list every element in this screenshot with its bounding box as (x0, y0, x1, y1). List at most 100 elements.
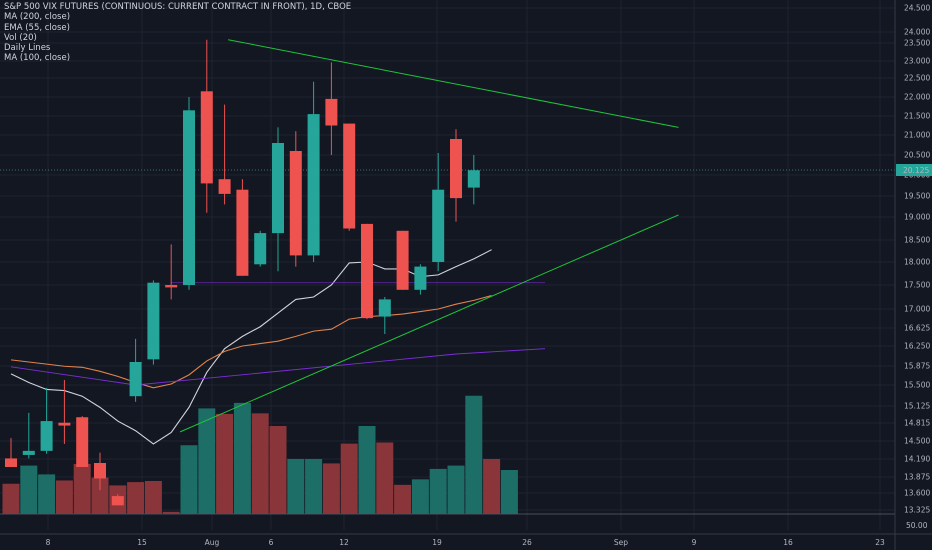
candle-body (94, 463, 106, 479)
price-tick-label: 16.625 (904, 324, 930, 333)
price-tick-label: 23.000 (904, 57, 930, 66)
volume-bar (216, 413, 234, 514)
candle-body (76, 417, 89, 467)
candle-body (414, 266, 427, 290)
volume-bar (127, 482, 145, 514)
price-tick-label: 16.250 (904, 342, 930, 351)
candle-body (450, 139, 462, 199)
candle-body (361, 223, 373, 319)
candle-body (325, 98, 338, 126)
price-tick-label: 13.875 (904, 473, 930, 482)
ema-55-line (10, 295, 492, 389)
price-tick-label: 22.000 (904, 93, 930, 102)
current-price-badge (896, 164, 932, 176)
volume-bar (38, 474, 56, 514)
volume-bar (73, 463, 91, 514)
candle-body (200, 91, 213, 184)
volume-bar (483, 459, 501, 514)
candle-body (432, 189, 445, 262)
price-tick-label: 15.875 (904, 362, 930, 371)
price-axis[interactable]: 24.500 24.000 23.500 23.000 22.500 22.000 21.5… (894, 0, 932, 550)
volume-bars (2, 395, 518, 514)
price-tick-label: 15.125 (904, 402, 930, 411)
volume-tick-label: 50.00 (906, 521, 928, 530)
price-tick-label: 13.600 (904, 489, 930, 498)
time-tick-label: 8 (46, 538, 51, 547)
volume-bar (287, 459, 305, 514)
price-tick-label: 22.500 (904, 74, 930, 83)
grid-lines (0, 0, 895, 530)
price-tick-label: 18.500 (904, 236, 930, 245)
chart-legend: S&P 500 VIX FUTURES (CONTINUOUS: CURRENT… (4, 2, 351, 64)
time-tick-label: Sep (614, 538, 628, 547)
candle-body (254, 233, 267, 265)
price-tick-label: 19.000 (904, 213, 930, 222)
volume-bar (500, 470, 518, 514)
legend-line-3[interactable]: Vol (20) (4, 32, 37, 43)
time-tick-label: 15 (137, 538, 147, 547)
time-tick-label: 26 (522, 538, 532, 547)
legend-line-1[interactable]: MA (200, close) (4, 12, 71, 23)
candle-body (343, 123, 356, 229)
candle-body (165, 285, 178, 288)
volume-bar (251, 413, 269, 514)
time-tick-label: 19 (432, 538, 442, 547)
time-tick-label: 9 (692, 538, 697, 547)
price-tick-label: 20.500 (904, 151, 930, 160)
legend-line-5[interactable]: MA (100, close) (4, 53, 71, 64)
candle-body (40, 421, 53, 451)
candle-body (58, 422, 71, 426)
volume-bar (180, 445, 198, 514)
volume-bar (376, 442, 394, 514)
price-tick-label: 19.500 (904, 192, 930, 201)
time-tick-label: 6 (269, 538, 274, 547)
candle-body (147, 282, 160, 360)
price-tick-label: 21.000 (904, 131, 930, 140)
legend-title[interactable]: S&P 500 VIX FUTURES (CONTINUOUS: CURRENT… (4, 2, 352, 12)
price-tick-label: 24.000 (904, 28, 930, 37)
volume-bar (144, 481, 162, 514)
price-tick-label: 14.815 (904, 419, 930, 428)
volume-bar (394, 484, 412, 514)
candle-body (5, 458, 17, 467)
volume-bar (269, 426, 287, 514)
candle-body (307, 114, 320, 256)
volume-bar (2, 483, 20, 514)
price-tick-label: 21.500 (904, 112, 930, 121)
volume-bar (55, 480, 73, 514)
legend-line-4[interactable]: Daily Lines (4, 43, 51, 54)
candle-body (236, 189, 249, 276)
volume-bar (305, 459, 323, 514)
candle-body (218, 179, 231, 194)
indicator-lines (0, 39, 895, 445)
price-tick-label: 18.000 (904, 258, 930, 267)
candle-body (129, 362, 142, 397)
time-axis[interactable]: 8 15 Aug 6 12 19 26 Sep 9 16 23 (0, 533, 932, 547)
candle-body (111, 496, 124, 506)
candle-body (272, 143, 284, 234)
price-tick-label: 24.500 (904, 4, 930, 13)
candle-body (396, 230, 409, 290)
volume-bar (20, 465, 38, 514)
volume-bar (91, 477, 109, 514)
time-tick-label: Aug (205, 538, 220, 547)
ma-200-line (10, 348, 546, 386)
legend-line-2[interactable]: EMA (55, close) (4, 22, 70, 33)
trend-line (179, 214, 679, 433)
candle-body (22, 450, 35, 455)
price-tick-label: 23.500 (904, 39, 930, 48)
volume-bar (465, 395, 483, 514)
ma-100-line (10, 249, 492, 445)
volume-bar (429, 468, 447, 514)
volume-bar (162, 511, 180, 514)
price-tick-label: 17.000 (904, 305, 930, 314)
time-tick-label: 16 (783, 538, 793, 547)
time-tick-label: 23 (875, 538, 885, 547)
candle-body (289, 151, 302, 256)
volume-bar (411, 479, 429, 514)
volume-bar (340, 443, 358, 514)
price-candles (5, 39, 480, 506)
price-tick-label: 15.500 (904, 381, 930, 390)
price-axis-bg (895, 0, 932, 550)
